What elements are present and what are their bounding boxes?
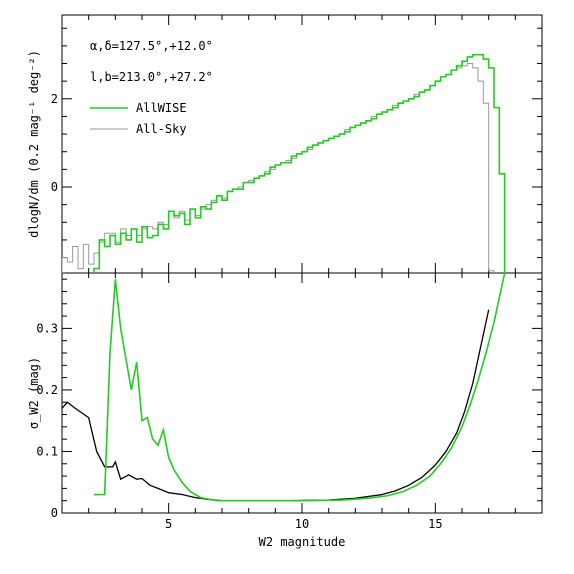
top-panel-frame bbox=[61, 14, 543, 274]
series-allsky-histogram bbox=[62, 63, 495, 273]
y-tick-label: 0.3 bbox=[36, 321, 58, 335]
series-allwise-histogram bbox=[93, 53, 506, 273]
bottom-y-axis-label: σ_W2 (mag) bbox=[27, 357, 41, 429]
y-tick-label: 2 bbox=[51, 92, 58, 106]
x-tick-label: 10 bbox=[295, 517, 309, 531]
x-tick-label: 15 bbox=[428, 517, 442, 531]
legend-label-allwise: AllWISE bbox=[136, 101, 187, 115]
bottom-panel-series bbox=[62, 273, 506, 502]
x-tick-label: 5 bbox=[165, 517, 172, 531]
annotation-coords-galactic: l,b=213.0°,+27.2° bbox=[90, 70, 213, 84]
top-y-axis-label: dlogN/dm (0.2 mag⁻¹ deg⁻²) bbox=[27, 50, 41, 238]
y-tick-label: 0 bbox=[51, 506, 58, 520]
y-tick-label: 0.1 bbox=[36, 444, 58, 458]
y-tick-label: 0 bbox=[51, 180, 58, 194]
annotation-coords-equatorial: α,δ=127.5°,+12.0° bbox=[90, 39, 213, 53]
series-allsky-sigma-line bbox=[62, 309, 490, 502]
legend-label-allsky: All-Sky bbox=[136, 122, 187, 136]
x-axis-label: W2 magnitude bbox=[259, 535, 346, 549]
series-allwise-sigma-line bbox=[94, 273, 506, 502]
bottom-panel-ticks: 5 10 15 0 0.1 0.2 0.3 bbox=[36, 273, 543, 531]
top-panel-ticks: 02 bbox=[51, 15, 543, 273]
y-tick-label: 0.2 bbox=[36, 383, 58, 397]
top-panel-series bbox=[62, 53, 506, 273]
